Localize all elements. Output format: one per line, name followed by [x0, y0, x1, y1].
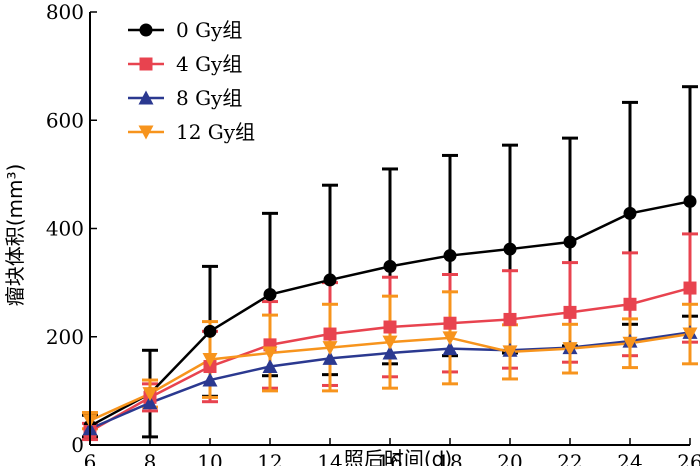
legend-item-0: 0 Gy组 [128, 18, 242, 42]
data-point-s0-p7 [503, 242, 517, 256]
data-point-s1-p5 [383, 320, 397, 334]
x-axis-title: 照后时间(d) [344, 447, 452, 466]
legend-label-1: 4 Gy组 [176, 52, 242, 76]
data-point-s2-p6 [442, 341, 458, 356]
legend-label-0: 0 Gy组 [176, 18, 242, 42]
x-tick-label-14: 14 [317, 450, 342, 466]
x-tick-label-26: 26 [677, 450, 700, 466]
x-tick-label-20: 20 [497, 450, 522, 466]
data-point-s1-p10 [683, 281, 697, 295]
data-point-s2-p5 [382, 345, 398, 360]
y-tick-label-200: 200 [46, 325, 84, 349]
y-ticks: 0 200 400 600 800 [46, 0, 97, 457]
data-point-s1-p6 [443, 316, 457, 330]
data-point-s3-p4 [322, 341, 338, 356]
legend-item-3: 12 Gy组 [128, 120, 255, 144]
data-point-s1-p4 [323, 327, 337, 341]
data-point-s0-p3 [263, 288, 277, 302]
x-ticks: 6 8 10 12 14 16 18 20 22 24 26 [84, 438, 700, 466]
x-tick-label-18: 18 [437, 450, 462, 466]
data-point-s3-p9 [622, 336, 638, 351]
y-tick-label-600: 600 [46, 108, 84, 132]
legend-marker-2 [138, 90, 154, 105]
legend-marker-1 [139, 57, 153, 71]
data-point-s1-p8 [563, 305, 577, 319]
data-point-s0-p2 [203, 324, 217, 338]
data-point-s0-p6 [443, 249, 457, 263]
data-point-s1-p7 [503, 312, 517, 326]
data-point-s3-p6 [442, 331, 458, 346]
data-point-s3-p2 [202, 352, 218, 367]
data-point-s0-p4 [323, 273, 337, 287]
data-point-s0-p5 [383, 259, 397, 273]
data-point-s2-p4 [322, 350, 338, 365]
legend-marker-0 [139, 23, 153, 37]
legend: 0 Gy组 4 Gy组 8 Gy组 12 Gy组 [128, 18, 255, 144]
y-tick-label-800: 800 [46, 0, 84, 24]
data-point-s3-p8 [562, 342, 578, 357]
legend-item-1: 4 Gy组 [128, 52, 242, 76]
data-point-s3-p3 [262, 346, 278, 361]
y-tick-label-0: 0 [71, 433, 84, 457]
y-axis-title: 瘤块体积(mm³) [3, 164, 27, 307]
x-tick-label-10: 10 [197, 450, 222, 466]
data-point-s0-p10 [683, 194, 697, 208]
x-tick-label-24: 24 [617, 450, 642, 466]
data-point-s0-p8 [563, 235, 577, 249]
x-tick-label-6: 6 [84, 450, 97, 466]
data-point-s3-p7 [502, 345, 518, 360]
data-point-s2-p1 [142, 395, 158, 410]
legend-marker-3 [138, 125, 154, 140]
data-point-s1-p9 [623, 297, 637, 311]
x-tick-label-8: 8 [144, 450, 157, 466]
legend-label-2: 8 Gy组 [176, 86, 242, 110]
legend-item-2: 8 Gy组 [128, 86, 242, 110]
x-tick-label-16: 16 [377, 450, 402, 466]
data-point-s3-p1 [142, 387, 158, 402]
x-tick-label-12: 12 [257, 450, 282, 466]
data-point-s0-p9 [623, 206, 637, 220]
y-tick-label-400: 400 [46, 217, 84, 241]
legend-label-3: 12 Gy组 [176, 120, 255, 144]
data-point-s3-p5 [382, 335, 398, 350]
x-tick-label-22: 22 [557, 450, 582, 466]
data-point-s2-p2 [202, 372, 218, 387]
data-point-s2-p3 [262, 359, 278, 374]
data-point-s3-p10 [682, 327, 698, 342]
